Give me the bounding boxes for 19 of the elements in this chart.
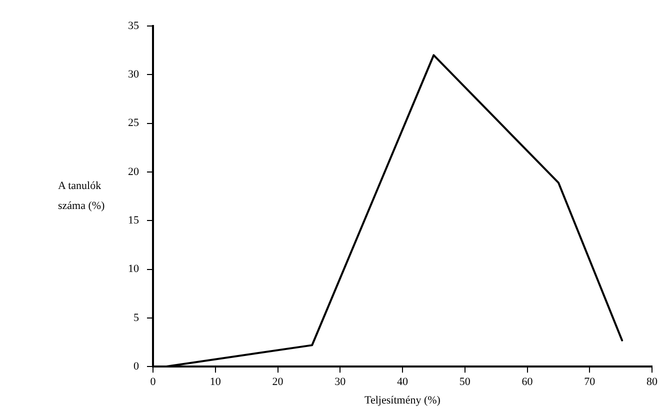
y-axis-title: A tanulók száma (%): [58, 179, 106, 214]
x-tick-label: 0: [150, 376, 156, 388]
x-tick-label: 30: [334, 376, 346, 388]
y-tick-label: 20: [128, 166, 140, 178]
x-tick-label: 40: [397, 376, 408, 388]
x-tick-label: 10: [210, 376, 222, 388]
y-tick-label: 30: [128, 68, 140, 81]
y-tick-label: 5: [134, 312, 140, 324]
y-tick-label: 0: [134, 360, 140, 372]
x-tick-label: 80: [646, 376, 658, 388]
x-tick-label: 70: [584, 376, 596, 388]
x-tick-label: 20: [272, 376, 284, 388]
x-axis-title: Teljesítmény (%): [364, 394, 441, 406]
x-tick-label: 60: [522, 376, 534, 388]
y-tick-label: 25: [128, 117, 140, 130]
x-tick-label: 50: [459, 376, 471, 388]
y-tick-label: 10: [128, 263, 140, 276]
y-tick-label: 15: [128, 214, 140, 227]
y-tick-label: 35: [128, 20, 140, 32]
